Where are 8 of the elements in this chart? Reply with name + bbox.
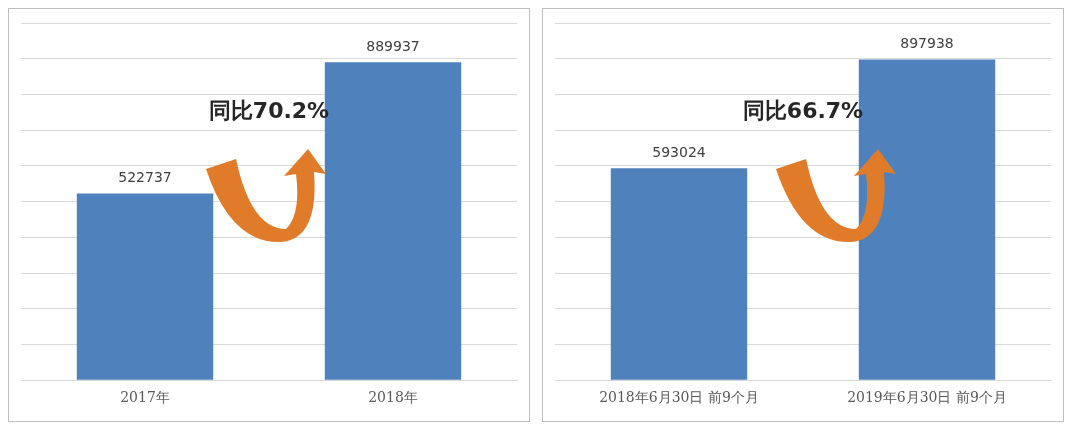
data-label: 889937 — [366, 37, 420, 54]
x-tick-label: 2019年6月30日 前9个月 — [847, 389, 1007, 406]
data-label: 897938 — [900, 35, 954, 52]
x-tick-label: 2018年6月30日 前9个月 — [599, 389, 759, 406]
data-label: 522737 — [118, 169, 172, 186]
x-tick-label: 2018年 — [368, 389, 418, 406]
x-tick-label: 2017年 — [120, 389, 170, 406]
data-label: 593024 — [652, 144, 706, 161]
